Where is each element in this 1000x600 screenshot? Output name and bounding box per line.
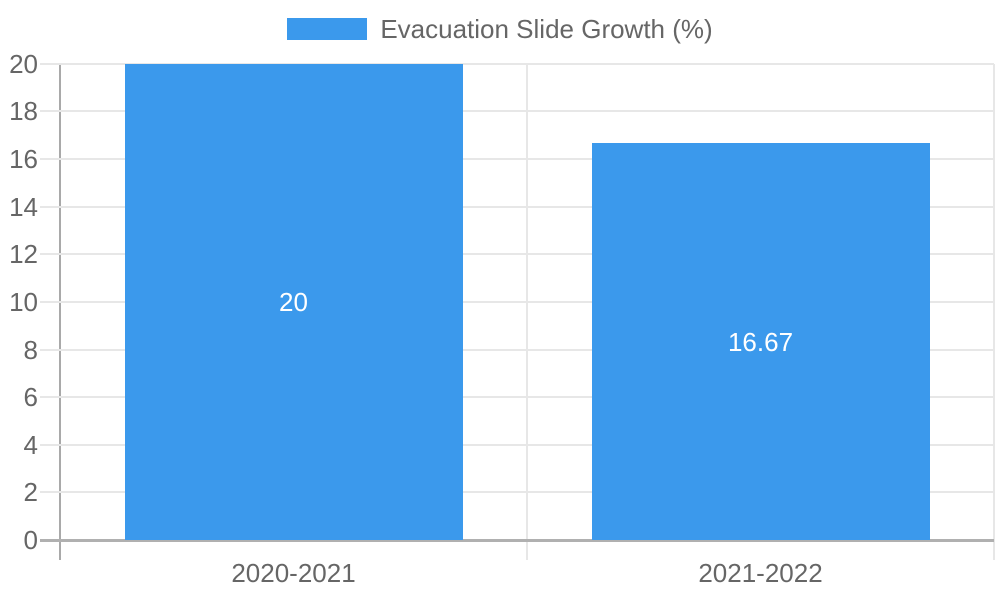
gridline <box>40 205 994 208</box>
x-axis-category-label: 2020-2021 <box>231 558 356 588</box>
y-axis-tick-label: 20 <box>9 48 38 79</box>
gridline <box>40 300 994 303</box>
gridline <box>40 253 994 256</box>
y-axis-tick-label: 2 <box>23 477 38 508</box>
bar-value-label: 16.67 <box>727 326 794 357</box>
y-axis-tick-label: 4 <box>23 429 38 460</box>
y-axis-line <box>59 63 61 560</box>
gridline <box>40 396 994 399</box>
y-axis-tick-label: 8 <box>23 334 38 365</box>
legend-label: Evacuation Slide Growth (%) <box>380 14 713 44</box>
vertical-gridline <box>993 63 995 560</box>
y-axis-tick-label: 6 <box>23 382 38 413</box>
y-axis-tick-label: 18 <box>9 96 38 127</box>
legend-item-evacuation-slide-growth[interactable]: Evacuation Slide Growth (%) <box>287 14 713 44</box>
bar-2021-2022[interactable] <box>591 143 930 540</box>
gridline <box>40 158 994 160</box>
y-axis-tick-label: 14 <box>9 191 38 222</box>
y-axis-tick-label: 16 <box>9 144 38 174</box>
x-axis-baseline <box>40 538 994 542</box>
bar-value-label: 20 <box>279 286 308 317</box>
y-axis-tick-label: 12 <box>9 239 38 270</box>
legend-color-swatch-icon <box>287 18 368 40</box>
x-axis-category-label: 2021-2022 <box>698 558 823 588</box>
y-axis-tick-label: 10 <box>9 286 38 317</box>
bar-2020-2021[interactable] <box>124 63 463 540</box>
legend: Evacuation Slide Growth (%) <box>0 14 1000 44</box>
gridline <box>40 348 994 351</box>
gridline <box>40 491 994 494</box>
gridline <box>40 443 994 446</box>
gridline <box>40 62 994 65</box>
vertical-gridline <box>526 63 528 560</box>
gridline <box>40 110 994 113</box>
y-axis-tick-label: 0 <box>23 525 38 555</box>
